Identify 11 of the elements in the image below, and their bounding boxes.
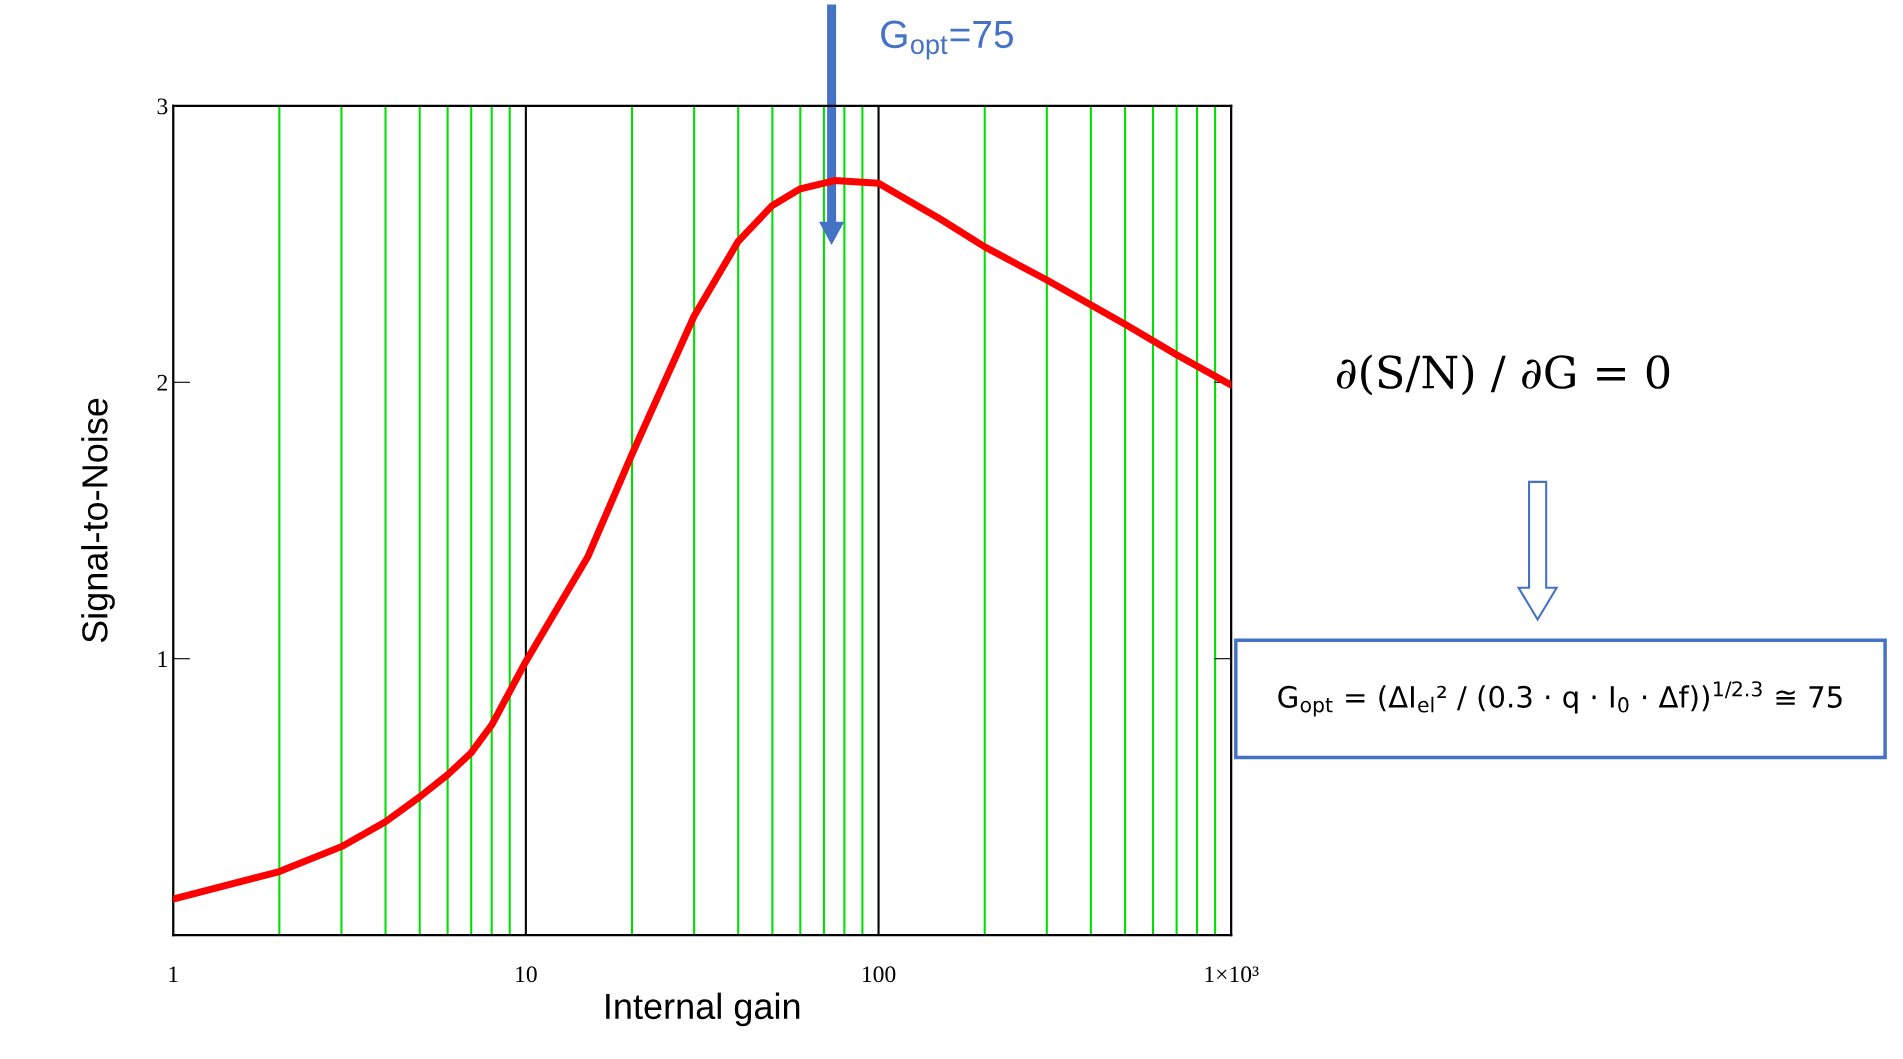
x-tick-label: 10 — [516, 966, 537, 983]
y-tick-label: 2 — [157, 374, 168, 391]
x-tick-label: 1×10³ — [1205, 966, 1259, 983]
y-tick-label: 1 — [158, 651, 167, 667]
x-axis-title: Internal gain — [606, 992, 800, 1027]
text: G$_{opt}$ = (ΔI$_{el}$² / (0.3 · q · I$_{0}$ · Δf))$^{1/2.3}$ ≅ 75 — [1278, 681, 1842, 717]
text: ∂(S/N) / ∂G = 0 — [1336, 354, 1670, 396]
text: G$_{opt}$=75 — [881, 20, 1013, 60]
x-tick-label: 100 — [862, 966, 896, 983]
y-axis-title: Signal-to-Noise — [81, 398, 115, 643]
y-tick-label: 3 — [157, 98, 168, 115]
